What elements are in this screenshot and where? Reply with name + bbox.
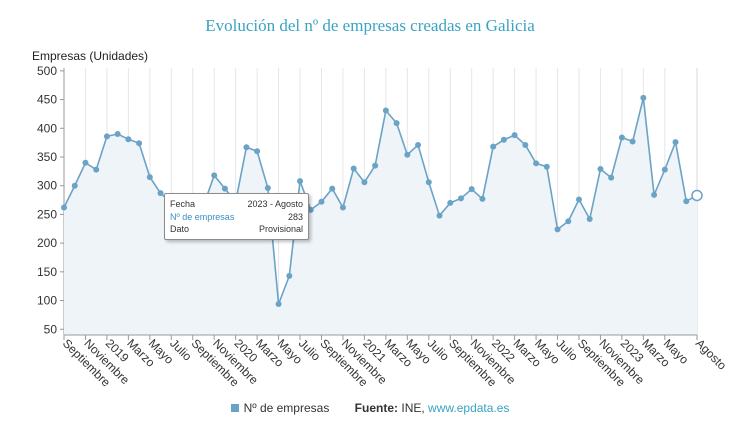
data-point[interactable] <box>479 195 486 202</box>
data-point[interactable] <box>511 132 518 139</box>
data-point[interactable] <box>339 204 346 211</box>
data-point[interactable] <box>415 141 422 148</box>
data-point[interactable] <box>125 136 132 143</box>
data-point[interactable] <box>136 140 143 147</box>
y-tick-label: 250 <box>37 207 57 221</box>
data-point[interactable] <box>425 179 432 186</box>
data-point[interactable] <box>554 226 561 233</box>
data-point[interactable] <box>640 94 647 101</box>
y-tick-label: 100 <box>37 294 57 308</box>
data-point[interactable] <box>103 133 110 140</box>
data-point[interactable] <box>157 190 164 197</box>
data-point[interactable] <box>672 139 679 146</box>
y-tick-label: 300 <box>37 179 57 193</box>
tooltip-dato-label: Dato <box>170 224 190 234</box>
tooltip: Fecha 2023 - Agosto Nº de empresas 283 Dat… <box>164 193 309 240</box>
data-point[interactable] <box>286 272 293 279</box>
data-point[interactable] <box>597 166 604 173</box>
data-point[interactable] <box>500 136 507 143</box>
data-point[interactable] <box>651 191 658 198</box>
y-tick-label: 400 <box>37 121 57 135</box>
data-point[interactable] <box>264 185 271 192</box>
data-point[interactable] <box>457 195 464 202</box>
data-point[interactable] <box>146 174 153 181</box>
data-point[interactable] <box>350 165 357 172</box>
tooltip-fecha-label: Fecha <box>170 199 196 209</box>
y-axis-label: Empresas (Unidades) <box>32 49 148 63</box>
data-point[interactable] <box>82 159 89 166</box>
data-point[interactable] <box>275 300 282 307</box>
data-point[interactable] <box>608 174 615 181</box>
data-point[interactable] <box>565 218 572 225</box>
data-point[interactable] <box>447 199 454 206</box>
legend-swatch-icon <box>230 404 239 412</box>
x-axis-ticks: SeptiembreNoviembre2019MarzoMayoJulioSep… <box>60 335 730 390</box>
data-point[interactable] <box>254 148 261 155</box>
data-point[interactable] <box>318 198 325 205</box>
data-point[interactable] <box>436 212 443 219</box>
data-point[interactable] <box>93 166 100 173</box>
legend: Nº de empresas Fuente: INE, www.epdata.e… <box>0 401 740 415</box>
data-point[interactable] <box>490 143 497 150</box>
source-text: INE, <box>401 401 425 415</box>
tooltip-series-value: 283 <box>287 211 303 222</box>
data-point[interactable] <box>382 107 389 114</box>
tooltip-fecha-value: 2023 - Agosto <box>247 199 303 209</box>
y-tick-label: 350 <box>37 150 57 164</box>
data-point[interactable] <box>329 185 336 192</box>
data-point[interactable] <box>468 186 475 193</box>
data-point[interactable] <box>221 185 228 192</box>
data-point[interactable] <box>372 162 379 169</box>
series-area <box>64 97 697 335</box>
data-point[interactable] <box>618 134 625 141</box>
data-point[interactable] <box>297 178 304 185</box>
x-tick-label: Agosto <box>693 336 730 373</box>
data-point[interactable] <box>71 182 78 189</box>
y-tick-label: 200 <box>37 236 57 250</box>
data-point[interactable] <box>543 163 550 170</box>
data-point[interactable] <box>243 144 250 151</box>
series-points <box>61 94 703 307</box>
data-point[interactable] <box>629 138 636 145</box>
tooltip-series-label: Nº de empresas <box>170 211 235 222</box>
y-tick-label: 450 <box>37 93 57 107</box>
data-point[interactable] <box>575 196 582 203</box>
data-point[interactable] <box>307 206 314 213</box>
y-tick-label: 150 <box>37 265 57 279</box>
data-point[interactable] <box>61 204 67 211</box>
data-point[interactable] <box>586 216 593 223</box>
source-label: Fuente: <box>354 401 399 415</box>
data-point[interactable] <box>683 198 690 205</box>
chart-title: Evolución del nº de empresas creadas en … <box>205 16 535 35</box>
source-link[interactable]: www.epdata.es <box>428 401 510 415</box>
data-point[interactable] <box>522 141 529 148</box>
tooltip-dato-value: Provisional <box>258 224 303 234</box>
y-tick-label: 500 <box>37 64 57 78</box>
data-point[interactable] <box>661 166 668 173</box>
data-point[interactable] <box>404 151 411 158</box>
data-point[interactable] <box>211 172 218 179</box>
data-point[interactable] <box>393 120 400 127</box>
legend-series-label[interactable]: Nº de empresas <box>243 401 330 415</box>
data-point[interactable] <box>361 179 368 186</box>
y-axis-ticks: 50 100 150 200 250 300 350 400 450 500 <box>37 64 65 336</box>
y-tick-label: 50 <box>44 322 58 336</box>
data-point-highlighted[interactable] <box>691 189 703 202</box>
data-point[interactable] <box>533 160 540 167</box>
data-point[interactable] <box>114 131 121 138</box>
